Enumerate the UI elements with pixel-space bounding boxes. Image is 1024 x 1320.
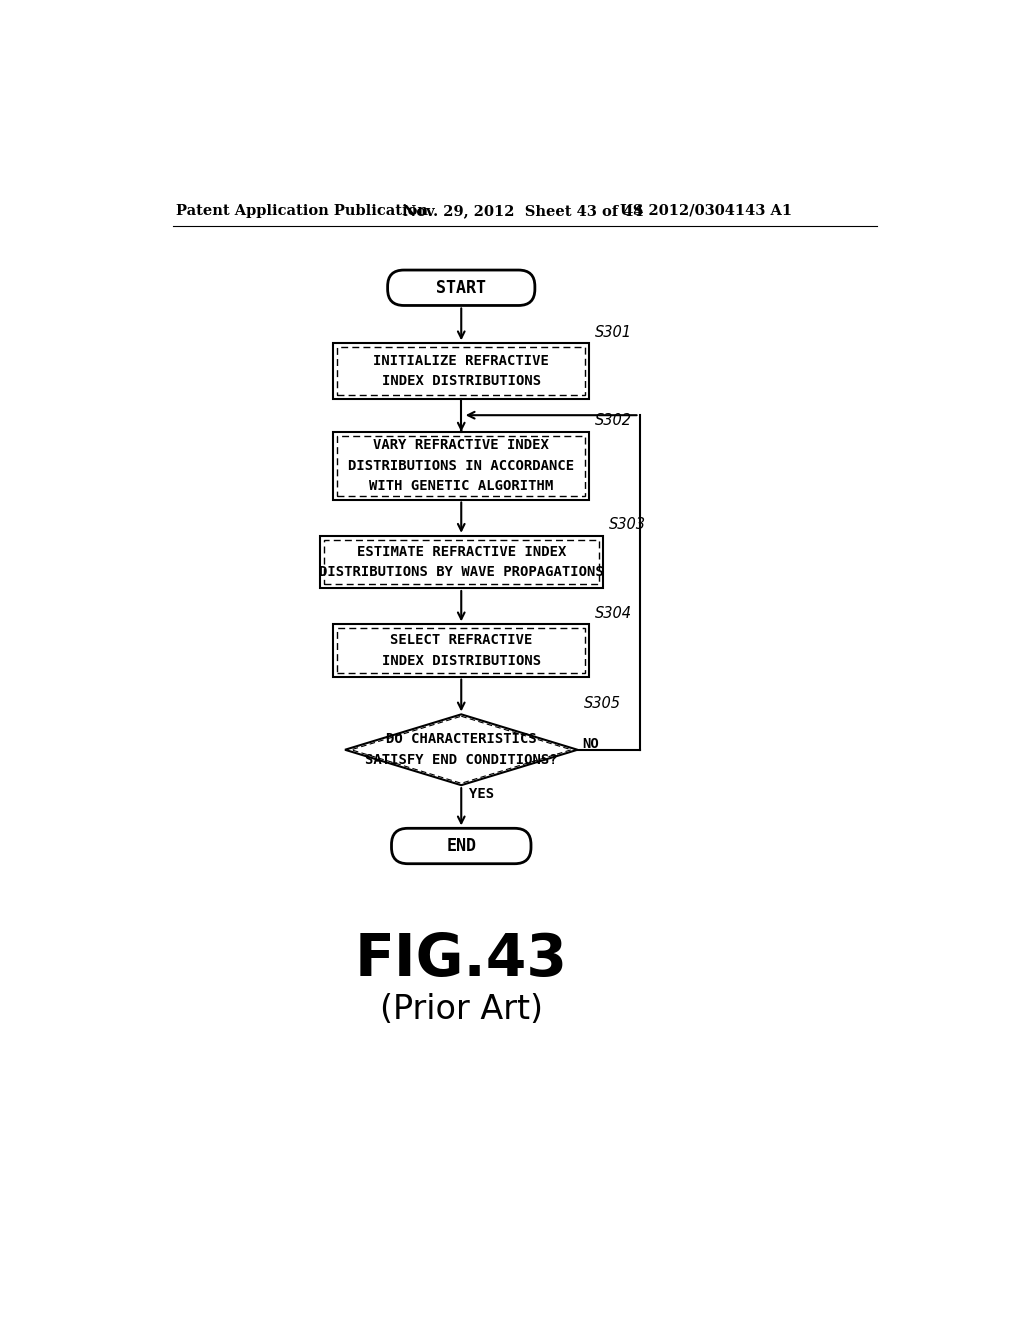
Text: Nov. 29, 2012  Sheet 43 of 44: Nov. 29, 2012 Sheet 43 of 44 — [403, 203, 644, 218]
FancyBboxPatch shape — [319, 536, 603, 589]
FancyBboxPatch shape — [337, 628, 586, 673]
Text: START: START — [436, 279, 486, 297]
Text: FIG.43: FIG.43 — [354, 931, 567, 987]
Text: S305: S305 — [584, 696, 621, 711]
Text: DO CHARACTERISTICS
SATISFY END CONDITIONS?: DO CHARACTERISTICS SATISFY END CONDITION… — [365, 733, 557, 767]
FancyBboxPatch shape — [334, 343, 589, 399]
Text: (Prior Art): (Prior Art) — [380, 993, 543, 1026]
Text: S304: S304 — [595, 606, 633, 620]
FancyBboxPatch shape — [391, 829, 531, 863]
Text: NO: NO — [583, 737, 599, 751]
Text: ESTIMATE REFRACTIVE INDEX
DISTRIBUTIONS BY WAVE PROPAGATIONS: ESTIMATE REFRACTIVE INDEX DISTRIBUTIONS … — [318, 545, 603, 579]
FancyBboxPatch shape — [334, 624, 589, 677]
FancyBboxPatch shape — [324, 540, 599, 585]
Polygon shape — [345, 714, 578, 785]
Text: END: END — [446, 837, 476, 855]
FancyBboxPatch shape — [337, 347, 586, 395]
Text: YES: YES — [469, 788, 495, 801]
FancyBboxPatch shape — [388, 271, 535, 305]
Text: SELECT REFRACTIVE
INDEX DISTRIBUTIONS: SELECT REFRACTIVE INDEX DISTRIBUTIONS — [382, 634, 541, 668]
FancyBboxPatch shape — [334, 432, 589, 499]
Text: S301: S301 — [595, 325, 633, 341]
Text: VARY REFRACTIVE INDEX
DISTRIBUTIONS IN ACCORDANCE
WITH GENETIC ALGORITHM: VARY REFRACTIVE INDEX DISTRIBUTIONS IN A… — [348, 438, 574, 494]
Text: US 2012/0304143 A1: US 2012/0304143 A1 — [621, 203, 793, 218]
FancyBboxPatch shape — [337, 436, 586, 496]
Polygon shape — [351, 717, 571, 783]
Text: S302: S302 — [595, 413, 633, 429]
Text: Patent Application Publication: Patent Application Publication — [176, 203, 428, 218]
Text: INITIALIZE REFRACTIVE
INDEX DISTRIBUTIONS: INITIALIZE REFRACTIVE INDEX DISTRIBUTION… — [374, 354, 549, 388]
Text: S303: S303 — [609, 517, 646, 532]
